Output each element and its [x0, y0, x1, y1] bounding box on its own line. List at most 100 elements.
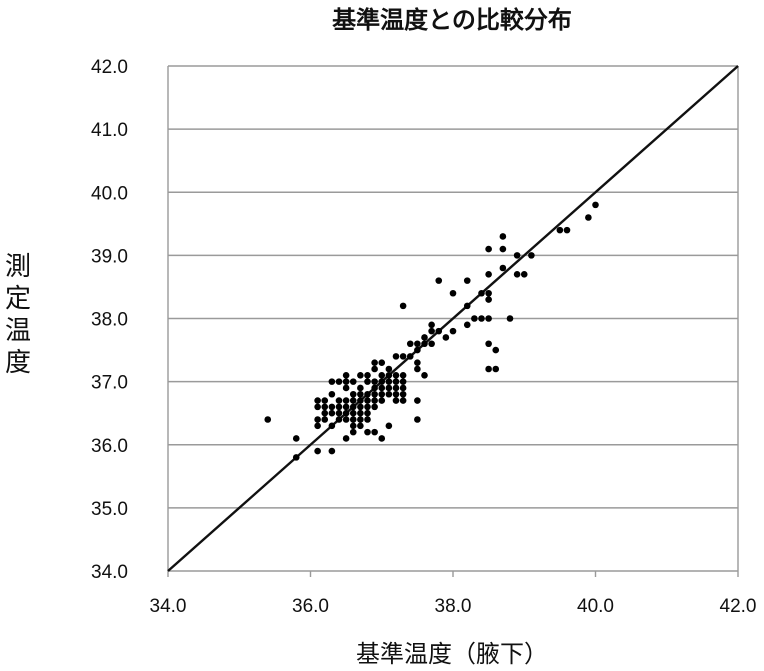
y-tick-label: 39.0: [91, 246, 128, 267]
data-point: [399, 397, 407, 404]
data-point: [321, 403, 329, 411]
data-point: [485, 289, 492, 297]
data-point: [364, 428, 371, 436]
data-point: [592, 201, 599, 209]
data-point: [399, 378, 407, 385]
data-point: [492, 346, 500, 354]
data-point: [449, 289, 457, 297]
data-point: [314, 403, 321, 411]
data-point: [342, 372, 350, 379]
data-point: [349, 397, 357, 404]
data-point: [585, 214, 592, 221]
data-point: [392, 372, 400, 379]
data-point: [342, 397, 350, 404]
data-point: [385, 365, 393, 373]
data-point: [442, 334, 450, 341]
data-point: [342, 384, 350, 392]
data-point: [463, 302, 471, 310]
data-point: [349, 403, 357, 411]
reference-line-group: [167, 65, 739, 572]
data-point: [371, 403, 378, 411]
data-point: [428, 340, 435, 348]
data-point: [371, 384, 378, 392]
data-point: [506, 315, 514, 322]
data-point: [421, 340, 428, 348]
data-point: [421, 334, 428, 341]
x-axis-label: 基準温度（腋下）: [356, 640, 548, 668]
data-point: [485, 271, 492, 278]
data-point: [406, 340, 414, 348]
data-point: [463, 321, 471, 329]
y-axis-label-char: 度: [5, 348, 31, 378]
data-point: [378, 435, 386, 442]
data-point: [364, 390, 371, 398]
data-point: [385, 378, 393, 385]
data-point: [478, 315, 485, 322]
data-point: [292, 435, 300, 442]
data-point: [349, 422, 357, 430]
data-point: [399, 384, 407, 392]
data-point: [406, 353, 414, 360]
data-point: [485, 315, 492, 322]
data-point: [513, 252, 521, 259]
data-point: [499, 245, 507, 253]
y-axis-label-char: 温: [5, 316, 31, 346]
data-point: [449, 327, 457, 335]
reference-line: [167, 65, 739, 572]
data-point: [335, 409, 343, 417]
y-tick-label: 41.0: [91, 120, 128, 141]
y-axis-label-char: 定: [5, 284, 31, 314]
data-point: [399, 372, 407, 379]
data-point: [513, 271, 521, 278]
data-point: [485, 296, 492, 303]
data-point: [349, 428, 357, 436]
data-point: [349, 416, 357, 423]
data-point: [342, 409, 350, 417]
data-point: [399, 353, 407, 360]
x-tick-label: 34.0: [150, 596, 187, 617]
x-tick-label: 38.0: [435, 596, 472, 617]
data-point: [364, 378, 371, 385]
data-point: [314, 397, 321, 404]
data-point: [357, 416, 364, 423]
data-point: [349, 390, 357, 398]
x-tick-label: 42.0: [720, 596, 757, 617]
data-point: [357, 372, 364, 379]
data-point: [392, 390, 400, 398]
data-point: [364, 409, 371, 417]
data-point: [463, 277, 471, 284]
data-point: [478, 289, 485, 297]
data-point: [357, 390, 364, 398]
data-point: [349, 409, 357, 417]
data-point: [349, 378, 357, 385]
data-point: [392, 353, 400, 360]
data-point: [292, 454, 300, 461]
data-point: [556, 226, 564, 234]
x-tick-label: 36.0: [292, 596, 329, 617]
y-tick-label: 42.0: [91, 57, 128, 78]
data-point: [378, 372, 386, 379]
data-point: [485, 340, 492, 348]
data-point: [328, 409, 336, 417]
data-point: [378, 384, 386, 392]
data-point: [321, 416, 329, 423]
data-point: [392, 384, 400, 392]
data-point: [371, 378, 378, 385]
data-point: [414, 416, 421, 423]
data-point: [385, 384, 393, 392]
data-point: [378, 397, 386, 404]
data-point: [335, 397, 343, 404]
data-point: [342, 435, 350, 442]
data-point: [364, 403, 371, 411]
data-point: [371, 359, 378, 366]
data-point: [399, 390, 407, 398]
data-point: [328, 378, 336, 385]
y-tick-label: 34.0: [91, 562, 128, 583]
y-tick-label: 40.0: [91, 183, 128, 204]
data-point: [392, 378, 400, 385]
data-point: [357, 403, 364, 411]
data-point: [371, 390, 378, 398]
data-point: [364, 397, 371, 404]
